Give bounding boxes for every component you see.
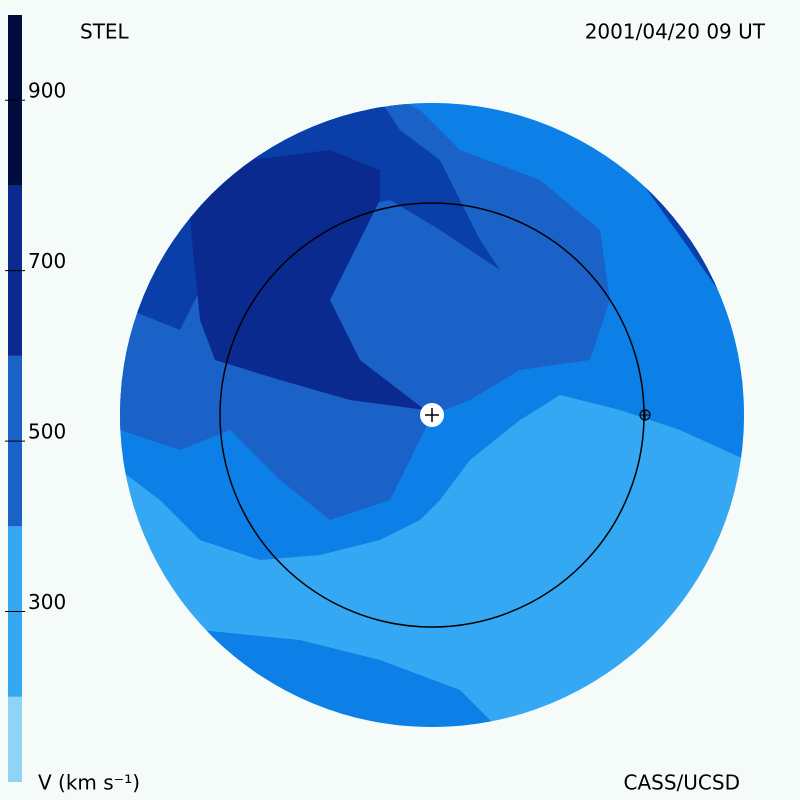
tick-label: 500 (28, 420, 66, 444)
observatory: STEL (80, 20, 130, 44)
axis-label: V (km s⁻¹) (38, 771, 140, 795)
credit: CASS/UCSD (624, 771, 740, 795)
tick-label: 300 (28, 590, 66, 614)
region (190, 150, 425, 410)
tick-label: 900 (28, 79, 66, 103)
datetime: 2001/04/20 09 UT (585, 20, 766, 44)
tick-label: 700 (28, 249, 66, 273)
colorbar: 300 500 700 900 (5, 15, 66, 782)
sun-marker (425, 408, 439, 422)
colorbar-band (8, 696, 22, 782)
earth-marker (640, 410, 650, 420)
